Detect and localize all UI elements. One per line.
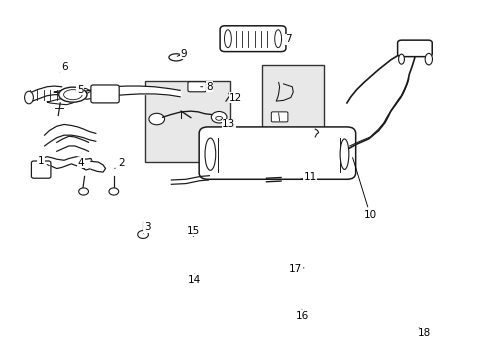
FancyBboxPatch shape	[271, 112, 287, 122]
Text: 5: 5	[76, 85, 83, 95]
Text: 4: 4	[78, 158, 84, 168]
Circle shape	[79, 188, 88, 195]
Text: 10: 10	[352, 158, 376, 220]
Text: 18: 18	[416, 328, 430, 338]
Text: 1: 1	[37, 156, 49, 166]
Text: 11: 11	[300, 172, 316, 182]
Text: 14: 14	[188, 274, 201, 285]
Ellipse shape	[63, 90, 82, 100]
Ellipse shape	[274, 30, 281, 48]
Text: 12: 12	[229, 93, 242, 103]
FancyBboxPatch shape	[220, 26, 285, 51]
Text: 15: 15	[186, 226, 200, 237]
FancyBboxPatch shape	[91, 85, 119, 103]
Text: 16: 16	[295, 310, 308, 320]
Polygon shape	[47, 98, 76, 105]
Text: 8: 8	[200, 82, 212, 92]
Ellipse shape	[24, 91, 33, 104]
Text: 6: 6	[60, 62, 67, 72]
Ellipse shape	[215, 116, 222, 120]
Text: 9: 9	[177, 49, 186, 59]
Ellipse shape	[168, 54, 183, 61]
Text: 7: 7	[281, 35, 291, 44]
Bar	[261, 65, 324, 137]
Ellipse shape	[224, 30, 231, 48]
Bar	[144, 81, 229, 162]
Circle shape	[138, 230, 148, 238]
FancyBboxPatch shape	[199, 127, 355, 179]
Circle shape	[211, 112, 226, 123]
Circle shape	[109, 188, 119, 195]
Text: 3: 3	[143, 222, 150, 233]
Text: 2: 2	[115, 158, 124, 168]
Ellipse shape	[213, 115, 224, 122]
Ellipse shape	[204, 138, 215, 170]
FancyBboxPatch shape	[187, 82, 206, 92]
FancyBboxPatch shape	[31, 161, 51, 178]
FancyBboxPatch shape	[397, 40, 431, 57]
Text: 13: 13	[221, 119, 235, 129]
Ellipse shape	[339, 139, 348, 170]
Polygon shape	[91, 161, 105, 172]
Ellipse shape	[424, 53, 431, 65]
Circle shape	[149, 113, 164, 125]
Ellipse shape	[59, 87, 87, 102]
Ellipse shape	[398, 54, 404, 64]
Text: 17: 17	[288, 264, 304, 274]
Polygon shape	[54, 87, 91, 93]
